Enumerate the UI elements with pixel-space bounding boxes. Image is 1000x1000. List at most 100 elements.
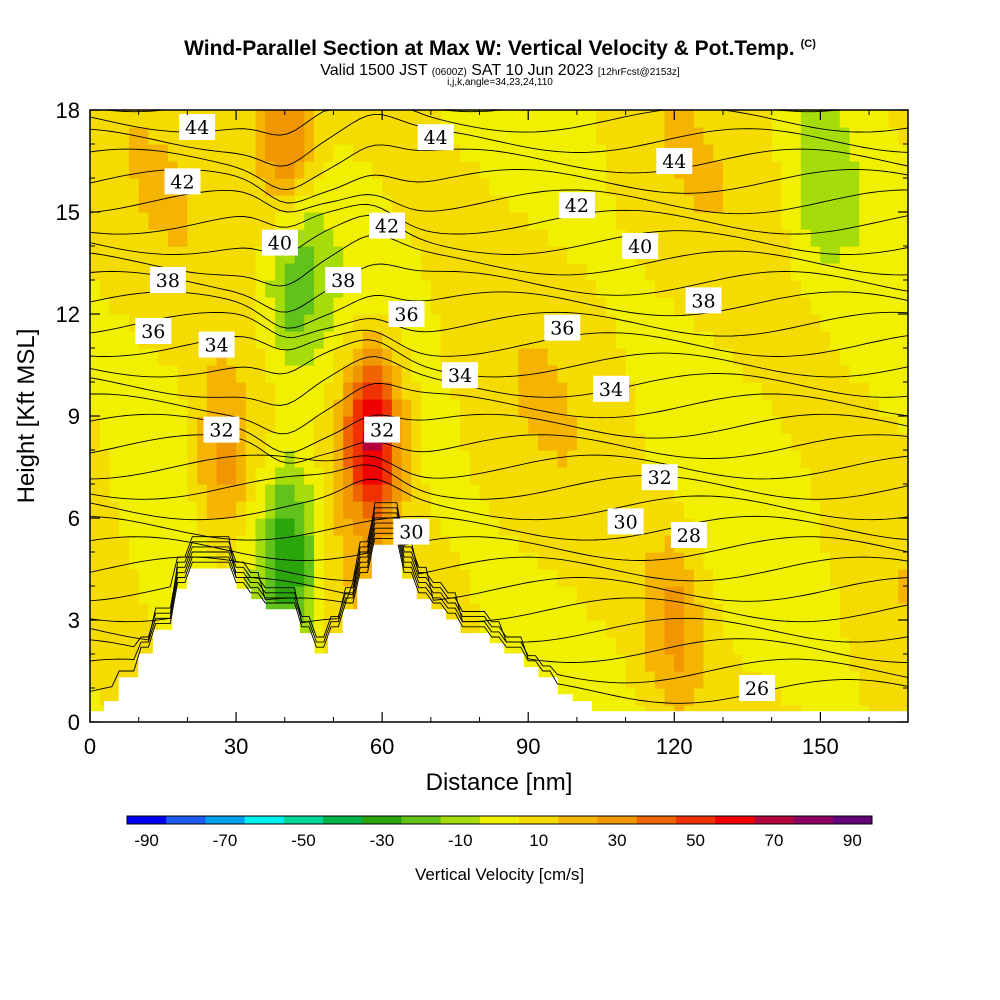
y-tick-label: 15 (56, 200, 80, 225)
field-cell (576, 552, 588, 570)
field-cell (645, 110, 656, 128)
field-cell (654, 314, 666, 332)
field-cell (878, 144, 890, 162)
field-cell (304, 178, 315, 196)
field-cell (323, 348, 335, 366)
field-cell (333, 229, 344, 247)
contour-label-box (164, 168, 201, 195)
field-cell (684, 212, 695, 230)
field-cell (820, 450, 831, 468)
field-cell (421, 178, 432, 196)
field-cell (518, 144, 529, 162)
field-cell (839, 654, 851, 672)
field-cell (440, 229, 451, 247)
field-cell (450, 297, 461, 315)
field-cell (197, 433, 208, 451)
field-cell (382, 297, 393, 315)
field-cell (469, 348, 481, 366)
field-cell (138, 586, 150, 604)
field-cell (830, 382, 841, 400)
field-cell (440, 110, 451, 128)
field-cell (791, 688, 802, 706)
field-cell (489, 246, 500, 264)
field-cell (362, 399, 374, 417)
field-cell (440, 518, 451, 536)
field-cell (226, 399, 237, 417)
field-cell (489, 178, 500, 196)
field-cell (469, 212, 481, 230)
field-cell (460, 569, 471, 587)
field-cell (693, 637, 705, 655)
field-cell (576, 501, 588, 519)
field-cell (761, 178, 773, 196)
field-cell (576, 127, 588, 145)
field-cell (898, 195, 909, 213)
field-cell (401, 331, 412, 349)
field-cell (800, 229, 812, 247)
field-cell (421, 297, 432, 315)
field-cell (703, 161, 714, 179)
field-cell (645, 569, 656, 587)
field-cell (265, 535, 276, 553)
field-cell (791, 518, 802, 536)
field-cell (430, 229, 442, 247)
field-cell (216, 518, 227, 536)
contour-label: 34 (592, 375, 629, 402)
field-cell (138, 501, 150, 519)
field-cell (722, 331, 734, 349)
field-cell (732, 212, 744, 230)
field-cell (732, 178, 744, 196)
field-cell (820, 110, 831, 128)
field-cell (547, 212, 559, 230)
field-cell (197, 314, 208, 332)
contour-label: 28 (670, 522, 707, 548)
field-cell (645, 518, 656, 536)
field-cell (713, 671, 724, 689)
field-cell (567, 110, 578, 128)
field-cell (625, 399, 636, 417)
field-cell (869, 144, 880, 162)
field-cell (635, 144, 646, 162)
field-cell (849, 552, 860, 570)
field-cell (197, 467, 208, 485)
field-cell (226, 246, 237, 264)
contour-label-text: 42 (375, 216, 399, 238)
field-cell (567, 586, 578, 604)
field-cell (839, 569, 851, 587)
field-cell (138, 161, 150, 179)
field-cell (197, 229, 208, 247)
field-cell (352, 416, 364, 434)
field-cell (635, 637, 646, 655)
field-cell (664, 433, 675, 451)
field-cell (547, 620, 559, 638)
field-cell (839, 688, 851, 706)
field-cell (898, 620, 909, 638)
field-cell (839, 518, 851, 536)
field-cell (654, 229, 666, 247)
field-cell (177, 450, 188, 468)
field-cell (722, 178, 734, 196)
field-cell (888, 569, 899, 587)
field-cell (761, 314, 773, 332)
field-cell (869, 501, 880, 519)
field-cell (265, 331, 276, 349)
field-cell (226, 314, 237, 332)
field-cell (109, 229, 120, 247)
field-cell (109, 365, 120, 383)
contour-label-text: 36 (550, 318, 574, 340)
field-cell (576, 399, 588, 417)
field-cell (460, 314, 471, 332)
field-cell (304, 501, 315, 519)
field-cell (537, 484, 549, 502)
field-cell (275, 416, 286, 434)
field-cell (294, 501, 305, 519)
field-cell (596, 484, 607, 502)
field-cell (333, 314, 344, 332)
field-cell (323, 161, 335, 179)
field-cell (489, 535, 500, 553)
field-cell (674, 246, 685, 264)
field-cell (352, 365, 364, 383)
field-cell (119, 280, 130, 298)
field-cell (177, 501, 188, 519)
field-cell (489, 399, 500, 417)
